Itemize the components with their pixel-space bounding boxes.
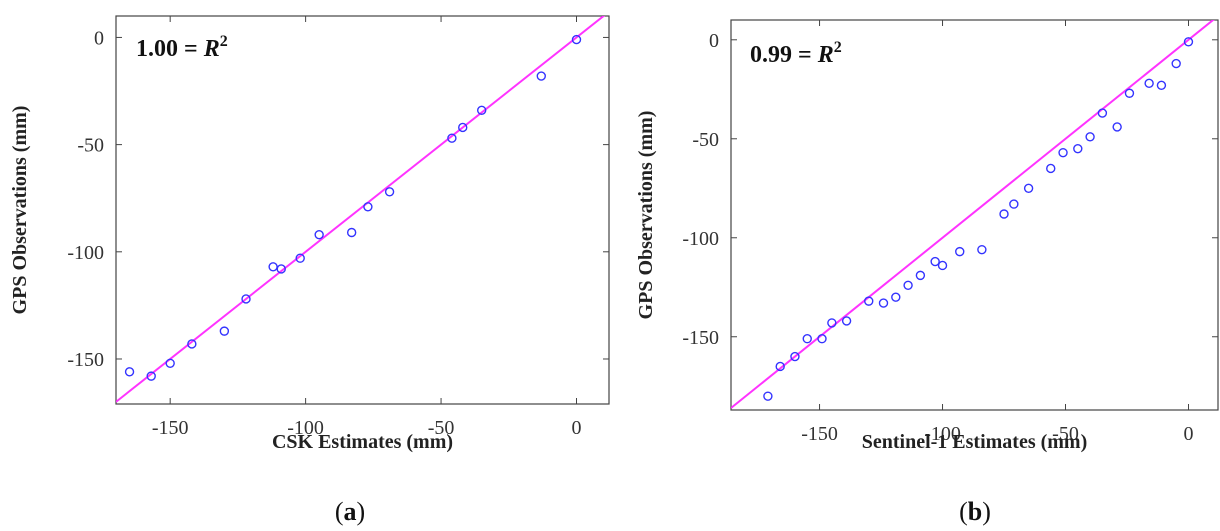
- x-tick-label: -50: [428, 417, 455, 439]
- data-point: [841, 316, 852, 326]
- data-point: [827, 318, 837, 328]
- data-point: [124, 367, 135, 377]
- data-point: [1073, 143, 1083, 154]
- data-point: [1097, 108, 1108, 118]
- data-point: [1124, 88, 1135, 98]
- data-point: [363, 202, 373, 212]
- plot-frame: [730, 19, 1219, 411]
- data-point: [187, 339, 197, 349]
- data-point: [571, 34, 582, 45]
- data-point: [165, 358, 175, 368]
- data-point: [458, 122, 468, 133]
- data-point: [1183, 37, 1194, 47]
- y-axis-label: GPS Observations (mm): [9, 106, 31, 315]
- data-point: [903, 280, 913, 290]
- plot-frame: [115, 15, 610, 405]
- chart-panel-a: -150 -100 -50 0 0 -50 -100 -150 1.00 = R2 CSK Est…: [9, 15, 610, 526]
- data-point: [1171, 58, 1181, 69]
- panel-label: (b): [959, 497, 991, 526]
- data-point: [915, 270, 926, 281]
- y-tick-label: -50: [77, 135, 104, 157]
- data-point: [314, 229, 324, 240]
- chart-panel-b: -150 -100 -50 0 0 -50 -100 -150 0.99 = R2 Sentine…: [635, 19, 1219, 526]
- data-point: [999, 209, 1009, 219]
- data-point: [384, 187, 395, 197]
- fit-line: [116, 16, 606, 403]
- data-point: [146, 371, 156, 381]
- data-point: [241, 294, 251, 304]
- y-tick-label: -100: [682, 228, 719, 250]
- x-tick-label: 0: [571, 417, 581, 439]
- data-point: [1046, 163, 1056, 174]
- y-tick-label: -150: [682, 327, 719, 349]
- data-point: [268, 262, 278, 272]
- x-tick-label: -100: [924, 423, 961, 445]
- data-point: [775, 361, 785, 372]
- panel-label: (a): [335, 497, 365, 526]
- x-tick-label: -100: [287, 417, 324, 439]
- data-point: [536, 71, 546, 81]
- data-point: [1112, 122, 1122, 132]
- data-point: [937, 260, 948, 271]
- data-point: [276, 264, 286, 274]
- y-tick-label: 0: [94, 27, 104, 49]
- fit-line: [731, 20, 1215, 409]
- data-point: [346, 227, 357, 238]
- data-point: [219, 326, 230, 336]
- data-point: [817, 334, 827, 344]
- data-point: [295, 253, 305, 263]
- y-tick-label: -100: [67, 242, 104, 264]
- data-point: [878, 298, 889, 308]
- data-point: [1085, 132, 1095, 142]
- x-axis-label: CSK Estimates (mm): [272, 431, 453, 453]
- r-squared-annotation: 1.00 = R2: [136, 33, 228, 62]
- data-point: [1009, 199, 1019, 209]
- data-point: [1144, 78, 1154, 89]
- data-point: [802, 334, 812, 344]
- y-axis-label: GPS Observations (mm): [635, 111, 657, 320]
- x-tick-label: -50: [1052, 423, 1079, 445]
- data-point: [476, 105, 487, 116]
- data-point: [977, 244, 987, 255]
- data-point: [1156, 80, 1167, 91]
- y-tick-label: -50: [692, 129, 719, 151]
- data-point: [763, 391, 773, 401]
- r-squared-annotation: 0.99 = R2: [750, 39, 842, 68]
- x-axis-label: Sentinel-1 Estimates (mm): [862, 431, 1088, 453]
- x-tick-label: -150: [152, 417, 189, 439]
- data-point: [891, 292, 901, 302]
- data-point: [790, 351, 800, 362]
- data-point: [1023, 183, 1034, 193]
- data-point: [1058, 147, 1068, 158]
- data-point: [955, 246, 965, 257]
- data-point: [930, 256, 940, 267]
- data-point: [864, 296, 874, 306]
- x-tick-label: 0: [1183, 423, 1193, 445]
- y-tick-label: -150: [67, 349, 104, 371]
- y-tick-label: 0: [709, 30, 719, 52]
- x-tick-label: -150: [801, 423, 838, 445]
- data-point: [447, 133, 457, 143]
